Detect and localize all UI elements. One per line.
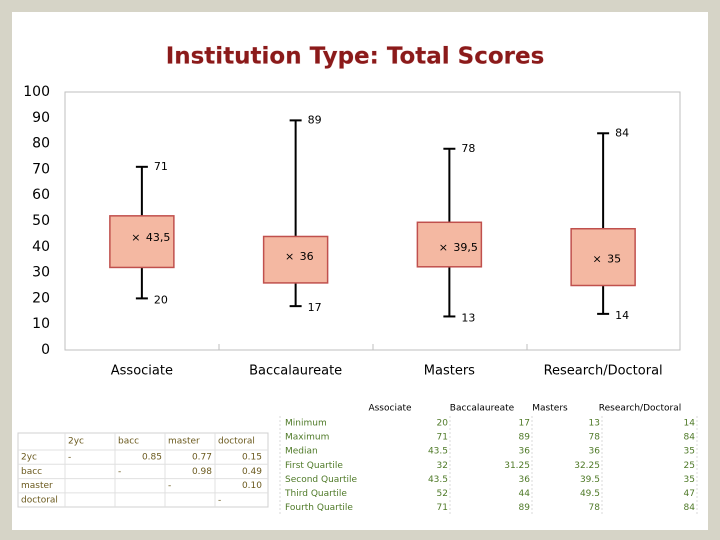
row-label: Fourth Quartile — [285, 503, 353, 513]
table-cell: 31.25 — [504, 461, 530, 471]
table-cell: 36 — [589, 447, 601, 457]
y-tick-label: 90 — [32, 110, 50, 126]
y-tick-label: 0 — [41, 342, 50, 358]
column-header: bacc — [118, 437, 139, 447]
table-cell: 35 — [684, 475, 695, 485]
table-cell: 49.5 — [580, 489, 600, 499]
max-label: 84 — [615, 126, 629, 139]
column-header: 2yc — [68, 437, 84, 447]
table-cell: 36 — [519, 447, 531, 457]
table-cell: 32.25 — [574, 461, 600, 471]
column-header: doctoral — [218, 437, 255, 447]
x-tick-label: Baccalaureate — [249, 364, 342, 379]
max-label: 89 — [308, 113, 322, 126]
table-cell: - — [168, 481, 171, 491]
table-cell: 17 — [519, 419, 530, 429]
marker: × — [285, 250, 294, 263]
x-tick-label: Associate — [111, 364, 173, 379]
table-cell: 0.98 — [192, 467, 212, 477]
x-tick-label: Masters — [424, 364, 475, 379]
box — [570, 227, 636, 287]
table-cell: 0.10 — [242, 481, 262, 491]
table-cell: 71 — [437, 433, 448, 443]
max-label: 78 — [461, 142, 475, 155]
marker: × — [131, 231, 140, 244]
y-tick-label: 20 — [32, 290, 50, 306]
y-tick-label: 70 — [32, 161, 50, 177]
table-cell: 35 — [684, 447, 695, 457]
table-cell: 43.5 — [428, 447, 448, 457]
box — [262, 235, 329, 284]
table-cell: 89 — [519, 433, 531, 443]
chart-title: Institution Type: Total Scores — [166, 44, 545, 70]
table-cell: 13 — [589, 419, 600, 429]
row-label: master — [21, 481, 53, 491]
row-label: Third Quartile — [284, 489, 347, 499]
table-cell: - — [118, 467, 121, 477]
marker-label: 36 — [300, 250, 314, 263]
table-cell: 47 — [684, 489, 695, 499]
min-label: 20 — [154, 293, 168, 306]
x-tick-label: Research/Doctoral — [544, 364, 663, 379]
row-label: Minimum — [285, 419, 327, 429]
table-cell: 43.5 — [428, 475, 448, 485]
table-cell: 36 — [519, 475, 531, 485]
y-tick-label: 40 — [32, 239, 50, 255]
column-header: Baccalaureate — [450, 404, 515, 414]
column-header: Research/Doctoral — [599, 404, 681, 414]
correlation-table: 2yc bacc master doctoral 2yc - 0.85 0.77 0.15 bac… — [17, 432, 269, 508]
y-tick-label: 50 — [32, 213, 50, 229]
table-cell: 25 — [684, 461, 695, 471]
y-tick-label: 100 — [23, 84, 50, 100]
table-cell: - — [68, 453, 71, 463]
marker-label: 39,5 — [453, 241, 478, 254]
marker: × — [593, 253, 602, 266]
column-header: Associate — [368, 404, 412, 414]
table-cell: 0.85 — [142, 453, 162, 463]
table-cell: 44 — [519, 489, 531, 499]
y-tick-label: 60 — [32, 187, 50, 203]
table-cell: 84 — [684, 503, 696, 513]
table-cell: 52 — [437, 489, 448, 499]
min-label: 13 — [461, 311, 475, 324]
table-cell: 32 — [437, 461, 448, 471]
table-cell: 14 — [684, 419, 696, 429]
box — [416, 221, 483, 268]
table-cell: 71 — [437, 503, 448, 513]
table-cell: 20 — [437, 419, 449, 429]
table-cell: 84 — [684, 433, 696, 443]
marker-label: 43,5 — [146, 231, 171, 244]
summary-table: Associate Baccalaureate Masters Research/Do… — [279, 404, 698, 515]
row-label: Second Quartile — [285, 475, 358, 485]
column-header: Masters — [532, 404, 568, 414]
table-cell: 39.5 — [580, 475, 600, 485]
marker: × — [439, 241, 448, 254]
table-border — [17, 432, 269, 508]
y-tick-label: 80 — [32, 136, 50, 152]
column-header: master — [168, 437, 200, 447]
table-cell: - — [218, 495, 221, 505]
table-cell: 0.15 — [242, 453, 262, 463]
row-label: 2yc — [21, 453, 37, 463]
table-cell: 0.49 — [242, 467, 262, 477]
row-label: Median — [285, 447, 318, 457]
row-label: First Quartile — [285, 461, 343, 471]
marker-label: 35 — [607, 253, 621, 266]
table-cell: 89 — [519, 503, 531, 513]
max-label: 71 — [154, 160, 168, 173]
row-label: bacc — [21, 467, 42, 477]
min-label: 17 — [308, 301, 322, 314]
table-cell: 78 — [589, 433, 601, 443]
y-tick-label: 10 — [32, 316, 50, 332]
row-label: doctoral — [21, 495, 58, 505]
table-cell: 78 — [589, 503, 601, 513]
row-label: Maximum — [285, 433, 329, 443]
min-label: 14 — [615, 309, 629, 322]
table-cell: 0.77 — [192, 453, 212, 463]
box — [109, 215, 175, 269]
y-tick-label: 30 — [32, 265, 50, 281]
